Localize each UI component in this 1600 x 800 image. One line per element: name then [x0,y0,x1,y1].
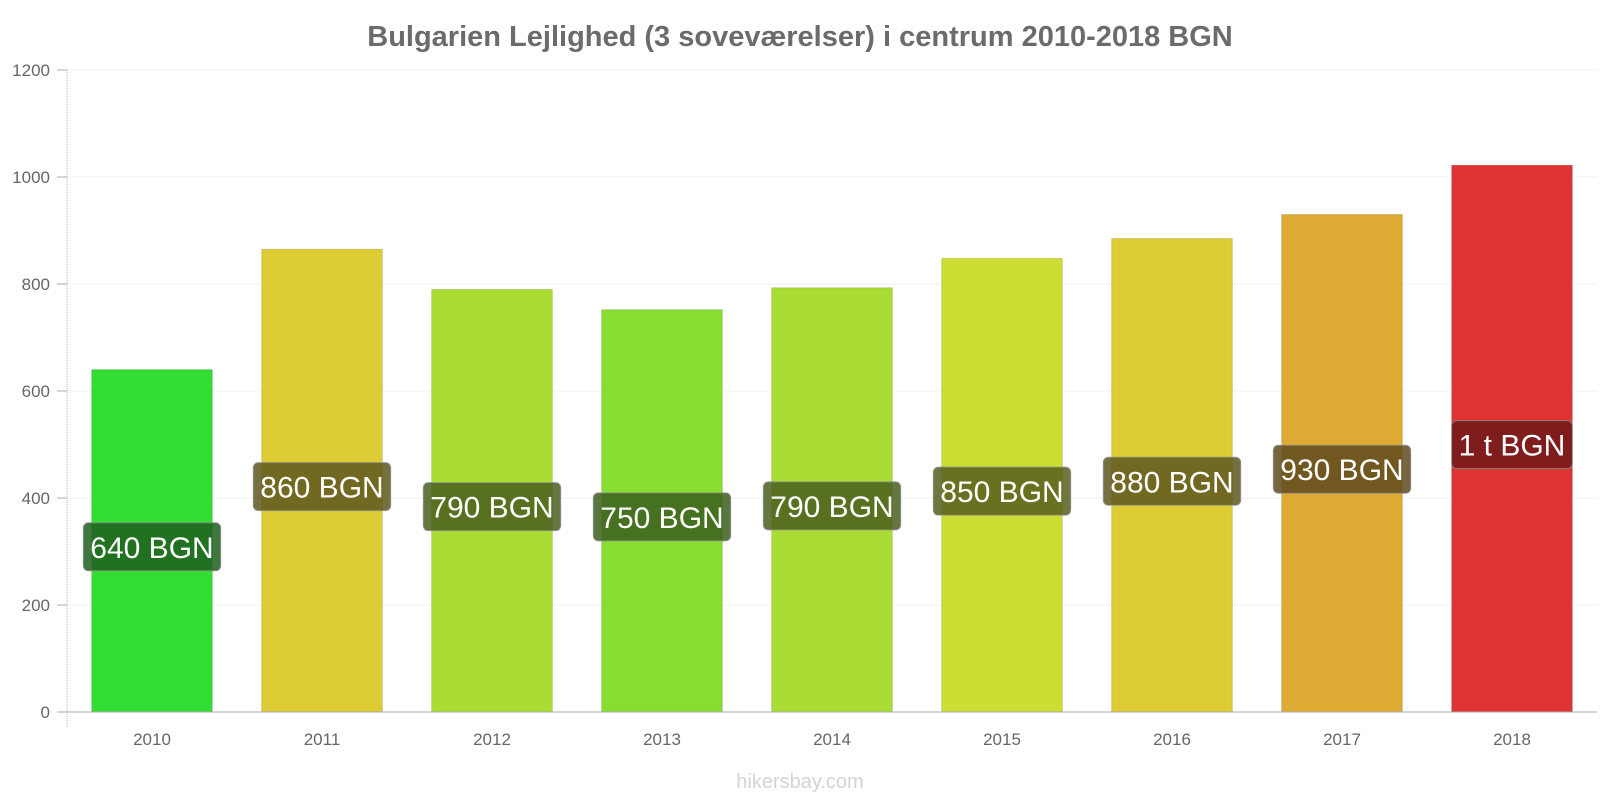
data-label-2015: 850 BGN [940,476,1063,509]
y-tick-label: 1000 [12,168,50,187]
x-axis: 2010 2011 2012 2013 2014 2015 2016 2017 2018 [57,711,1597,749]
x-tick-label: 2014 [813,730,851,749]
y-tick-label: 200 [22,596,50,615]
x-tick-label: 2012 [473,730,511,749]
data-label-box [252,462,392,512]
data-label-box [932,466,1072,516]
data-label-2013: 750 BGN [600,502,723,535]
x-tick-label: 2013 [643,730,681,749]
data-label-2011: 860 BGN [260,472,383,505]
data-label-2012: 790 BGN [430,492,553,525]
chart-title: Bulgarien Lejlighed (3 soveværelser) i c… [367,21,1233,53]
x-tick-label: 2010 [133,730,171,749]
y-tick-label: 800 [22,275,50,294]
data-label-box [1102,456,1242,506]
data-label-2010: 640 BGN [90,532,213,565]
data-label-box [422,482,562,532]
x-tick-label: 2016 [1153,730,1191,749]
data-label-box [1451,420,1573,470]
data-label-2017: 930 BGN [1280,454,1403,487]
y-tick-label: 0 [41,703,50,722]
x-tick-label: 2018 [1493,730,1531,749]
y-tick-label: 400 [22,489,50,508]
y-tick-label: 1200 [12,61,50,80]
y-axis: 0 200 400 600 800 1000 1200 [12,61,68,728]
watermark: hikersbay.com [736,771,863,793]
bars [91,164,1573,713]
data-labels: 640 BGN 860 BGN 790 BGN 750 BGN 790 BGN 850 B… [82,420,1573,572]
data-label-2016: 880 BGN [1110,466,1233,499]
data-label-box [82,522,222,572]
data-label-box [1272,444,1412,494]
y-tick-label: 600 [22,382,50,401]
data-label-2018: 1 t BGN [1459,430,1566,463]
data-label-box [762,481,902,531]
data-label-box [592,492,732,542]
x-tick-label: 2011 [304,730,341,749]
x-tick-label: 2015 [983,730,1021,749]
x-tick-label: 2017 [1323,730,1361,749]
data-label-2014: 790 BGN [770,491,893,524]
